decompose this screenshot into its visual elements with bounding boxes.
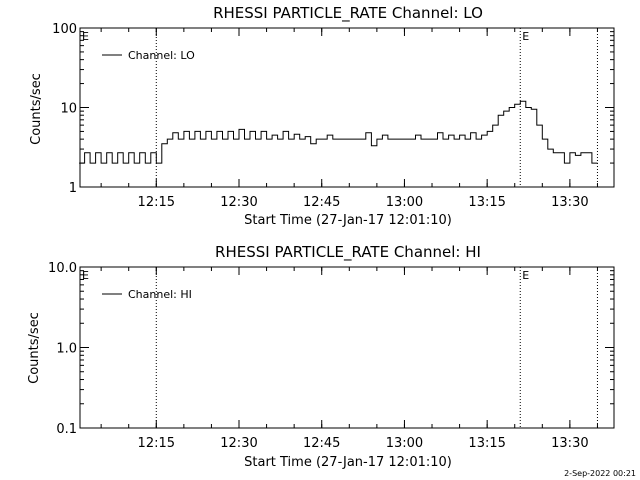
x-tick-label: 12:15	[138, 195, 175, 210]
y-tick-label: 100	[52, 22, 77, 37]
chart-title: RHESSI PARTICLE_RATE Channel: HI	[215, 243, 481, 262]
x-tick-label: 13:15	[468, 195, 505, 210]
x-tick-label: 12:45	[303, 436, 340, 451]
series-line	[79, 100, 598, 164]
y-tick-label: 0.1	[56, 422, 77, 437]
y-tick-label: 1.0	[56, 342, 77, 357]
chart-title: RHESSI PARTICLE_RATE Channel: LO	[213, 4, 483, 23]
x-tick-label: 12:30	[220, 195, 257, 210]
x-tick-label: 12:45	[303, 195, 340, 210]
y-axis-label: Counts/sec	[29, 73, 44, 145]
legend-label: Channel: LO	[128, 49, 195, 62]
footer-timestamp: 2-Sep-2022 00:21	[564, 469, 636, 478]
event-marker-label: E	[82, 269, 89, 282]
y-tick-label: 1	[69, 181, 77, 196]
y-tick-label: 10.0	[48, 261, 77, 276]
event-marker-label: E	[82, 30, 89, 43]
event-marker-label: E	[522, 269, 529, 282]
x-tick-label: 12:30	[220, 436, 257, 451]
y-axis-label: Counts/sec	[27, 312, 42, 384]
legend-label: Channel: HI	[128, 288, 192, 301]
x-tick-label: 12:15	[138, 436, 175, 451]
x-axis-label: Start Time (27-Jan-17 12:01:10)	[244, 213, 452, 228]
lo-channel-panel: RHESSI PARTICLE_RATE Channel: LO 12:15 12…	[29, 4, 615, 228]
event-marker-label: E	[522, 30, 529, 43]
x-tick-label: 13:15	[468, 436, 505, 451]
x-axis-label: Start Time (27-Jan-17 12:01:10)	[244, 455, 452, 470]
x-tick-label: 13:30	[551, 436, 588, 451]
x-tick-label: 13:30	[551, 195, 588, 210]
x-tick-label: 13:00	[386, 436, 423, 451]
y-tick-label: 10	[60, 102, 77, 117]
hi-channel-panel: RHESSI PARTICLE_RATE Channel: HI 12:15 12…	[27, 243, 615, 470]
x-tick-label: 13:00	[386, 195, 423, 210]
